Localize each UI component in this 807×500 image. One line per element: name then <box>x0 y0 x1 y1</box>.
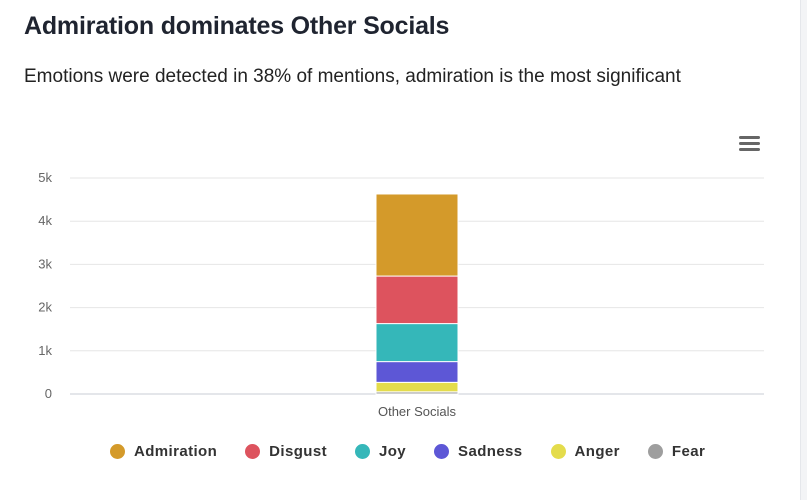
legend-color-dot <box>110 443 125 459</box>
chart-title: Admiration dominates Other Socials <box>24 12 450 40</box>
legend-item-anger[interactable]: Anger <box>550 442 620 460</box>
legend-label: Disgust <box>269 442 327 460</box>
legend-item-disgust[interactable]: Disgust <box>245 443 327 460</box>
legend-label: Anger <box>574 442 620 460</box>
chart-legend: Admiration Disgust Joy Sadness Anger Fear <box>110 440 733 462</box>
bar-segment-disgust[interactable] <box>375 275 459 325</box>
y-tick-label: 2k <box>38 300 52 315</box>
bar-segment-sadness[interactable] <box>375 361 459 383</box>
legend-item-sadness[interactable]: Sadness <box>434 443 523 460</box>
y-tick-label: 4k <box>38 213 52 228</box>
legend-color-dot <box>245 443 261 459</box>
legend-item-joy[interactable]: Joy <box>354 442 407 460</box>
x-tick-label: Other Socials <box>378 404 457 419</box>
legend-color-dot <box>550 443 566 459</box>
legend-color-dot <box>434 443 450 459</box>
legend-label: Fear <box>671 442 706 460</box>
bar-segment-admiration[interactable] <box>375 193 459 277</box>
legend-item-fear[interactable]: Fear <box>647 442 706 460</box>
bar-segment-anger[interactable] <box>375 381 459 393</box>
hamburger-menu-icon[interactable] <box>738 135 762 153</box>
y-tick-label: 0 <box>45 386 52 401</box>
y-tick-label: 3k <box>38 256 52 271</box>
legend-color-dot <box>354 443 370 459</box>
legend-label: Admiration <box>134 442 218 460</box>
y-tick-label: 5k <box>38 170 52 185</box>
legend-label: Sadness <box>458 442 523 460</box>
legend-item-admiration[interactable]: Admiration <box>110 443 217 460</box>
legend-color-dot <box>647 443 663 459</box>
chart-subtitle: Emotions were detected in 38% of mention… <box>24 66 681 87</box>
bar-segment-joy[interactable] <box>375 323 459 363</box>
stacked-bar-chart: 0 1k 2k 3k 4k 5k Other Socials <box>38 170 764 419</box>
y-tick-label: 1k <box>38 343 52 358</box>
legend-label: Joy <box>378 442 407 460</box>
